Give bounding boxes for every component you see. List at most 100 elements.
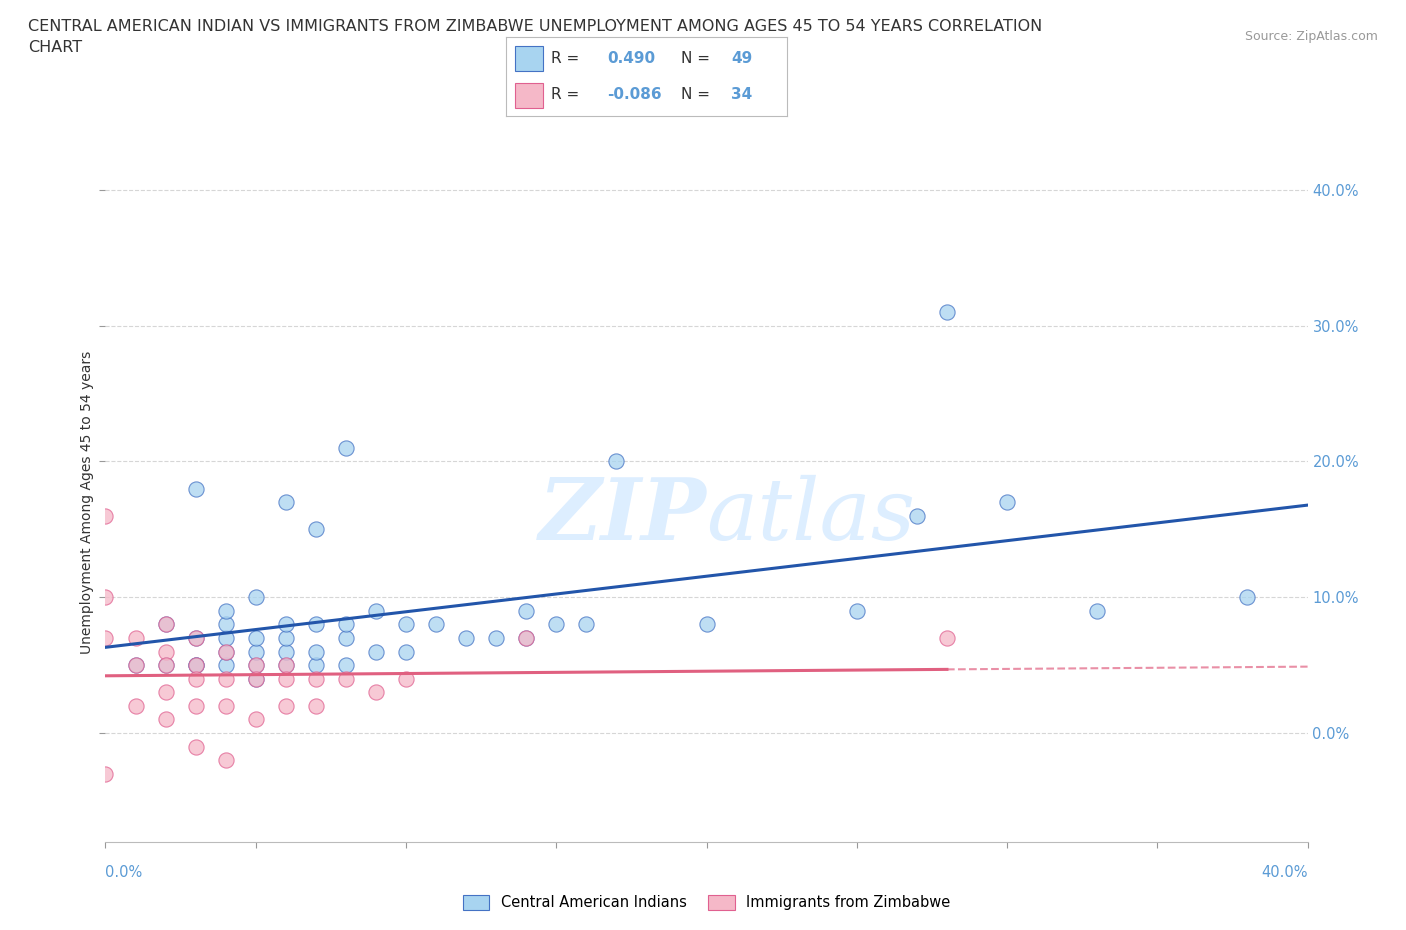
Point bbox=[1236, 590, 1258, 604]
Point bbox=[155, 712, 177, 727]
Point bbox=[546, 617, 568, 631]
Point bbox=[845, 604, 868, 618]
Point bbox=[245, 590, 267, 604]
Text: 40.0%: 40.0% bbox=[1261, 865, 1308, 880]
Point bbox=[305, 698, 328, 713]
Point bbox=[245, 671, 267, 686]
Point bbox=[124, 658, 146, 672]
Point bbox=[214, 617, 236, 631]
Point bbox=[184, 671, 207, 686]
Point bbox=[155, 658, 177, 672]
Point bbox=[335, 658, 357, 672]
Point bbox=[364, 684, 387, 699]
Y-axis label: Unemployment Among Ages 45 to 54 years: Unemployment Among Ages 45 to 54 years bbox=[80, 351, 94, 654]
Point bbox=[335, 617, 357, 631]
Point bbox=[184, 698, 207, 713]
Point bbox=[905, 509, 928, 524]
Point bbox=[305, 644, 328, 659]
Point bbox=[245, 671, 267, 686]
Legend: Central American Indians, Immigrants from Zimbabwe: Central American Indians, Immigrants fro… bbox=[457, 889, 956, 916]
Point bbox=[274, 617, 297, 631]
Point bbox=[305, 658, 328, 672]
Point bbox=[94, 631, 117, 645]
Point bbox=[1085, 604, 1108, 618]
Point bbox=[124, 631, 146, 645]
Text: R =: R = bbox=[551, 87, 579, 102]
Text: 49: 49 bbox=[731, 51, 752, 66]
Point bbox=[245, 644, 267, 659]
Bar bbox=[515, 83, 543, 109]
Point bbox=[395, 671, 418, 686]
Text: Source: ZipAtlas.com: Source: ZipAtlas.com bbox=[1244, 30, 1378, 43]
Point bbox=[515, 604, 537, 618]
Point bbox=[124, 658, 146, 672]
Point bbox=[395, 617, 418, 631]
Point bbox=[454, 631, 477, 645]
Point bbox=[184, 658, 207, 672]
Text: N =: N = bbox=[681, 51, 710, 66]
Point bbox=[274, 644, 297, 659]
Point bbox=[335, 441, 357, 456]
Point bbox=[94, 590, 117, 604]
Point bbox=[305, 617, 328, 631]
Point bbox=[936, 631, 959, 645]
Point bbox=[696, 617, 718, 631]
Point bbox=[485, 631, 508, 645]
Point bbox=[155, 617, 177, 631]
Point bbox=[155, 658, 177, 672]
Point bbox=[936, 305, 959, 320]
Text: ZIP: ZIP bbox=[538, 474, 707, 557]
Point bbox=[155, 644, 177, 659]
Point bbox=[274, 658, 297, 672]
Point bbox=[515, 631, 537, 645]
Point bbox=[395, 644, 418, 659]
Point bbox=[184, 631, 207, 645]
Point bbox=[425, 617, 447, 631]
Point bbox=[155, 684, 177, 699]
Point bbox=[94, 509, 117, 524]
Point bbox=[515, 631, 537, 645]
Point bbox=[214, 658, 236, 672]
Point bbox=[605, 454, 627, 469]
Point bbox=[305, 522, 328, 537]
Text: -0.086: -0.086 bbox=[607, 87, 662, 102]
Point bbox=[184, 658, 207, 672]
Point bbox=[274, 495, 297, 510]
Point bbox=[94, 766, 117, 781]
Point bbox=[214, 698, 236, 713]
Point bbox=[364, 644, 387, 659]
Point bbox=[214, 752, 236, 767]
Point bbox=[274, 631, 297, 645]
Point bbox=[995, 495, 1018, 510]
Point bbox=[214, 631, 236, 645]
Text: CENTRAL AMERICAN INDIAN VS IMMIGRANTS FROM ZIMBABWE UNEMPLOYMENT AMONG AGES 45 T: CENTRAL AMERICAN INDIAN VS IMMIGRANTS FR… bbox=[28, 19, 1042, 33]
Text: CHART: CHART bbox=[28, 40, 82, 55]
Point bbox=[245, 658, 267, 672]
Text: 0.490: 0.490 bbox=[607, 51, 655, 66]
Point bbox=[184, 481, 207, 496]
Point bbox=[214, 671, 236, 686]
Point bbox=[245, 631, 267, 645]
Point bbox=[124, 698, 146, 713]
Point bbox=[305, 671, 328, 686]
Text: N =: N = bbox=[681, 87, 710, 102]
Text: 0.0%: 0.0% bbox=[105, 865, 142, 880]
Point bbox=[184, 631, 207, 645]
Point bbox=[214, 604, 236, 618]
Text: atlas: atlas bbox=[707, 474, 915, 557]
Point bbox=[364, 604, 387, 618]
Text: R =: R = bbox=[551, 51, 579, 66]
Point bbox=[335, 631, 357, 645]
Point bbox=[335, 671, 357, 686]
Point bbox=[245, 712, 267, 727]
Point bbox=[575, 617, 598, 631]
Point bbox=[214, 644, 236, 659]
Point bbox=[245, 658, 267, 672]
Point bbox=[274, 671, 297, 686]
Point bbox=[184, 739, 207, 754]
Point bbox=[214, 644, 236, 659]
Point bbox=[274, 658, 297, 672]
Text: 34: 34 bbox=[731, 87, 752, 102]
Bar bbox=[515, 46, 543, 72]
Point bbox=[155, 617, 177, 631]
